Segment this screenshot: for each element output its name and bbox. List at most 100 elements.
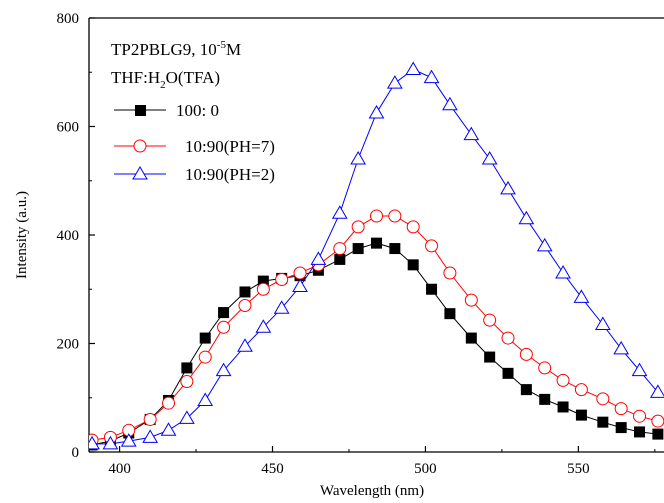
- data-point: [181, 362, 193, 374]
- x-tick-label: 500: [414, 461, 437, 477]
- data-point: [215, 362, 232, 377]
- annotation-line-2-end: O(TFA): [166, 68, 220, 87]
- data-point: [483, 313, 497, 327]
- data-point: [465, 332, 477, 344]
- data-point: [89, 435, 100, 450]
- data-point: [370, 209, 383, 223]
- data-point: [407, 259, 419, 271]
- data-point: [217, 320, 231, 334]
- data-point: [615, 422, 627, 434]
- data-point: [368, 104, 385, 119]
- data-point: [444, 308, 456, 320]
- data-point: [652, 428, 664, 440]
- data-point: [257, 275, 269, 287]
- data-point: [423, 69, 440, 84]
- data-point: [443, 266, 457, 280]
- annotation-line-1: TP2PBLG9, 10-5M: [111, 39, 241, 59]
- y-axis-label: Intensity (a.u.): [14, 191, 30, 279]
- series-3-line: [92, 68, 659, 445]
- series-1: [89, 237, 664, 451]
- series-layer: [89, 61, 664, 451]
- data-point: [218, 307, 230, 319]
- data-point: [198, 350, 212, 364]
- data-point: [594, 316, 611, 331]
- data-point: [539, 393, 551, 405]
- data-point: [597, 416, 609, 428]
- data-point: [650, 384, 664, 398]
- data-point: [557, 401, 569, 413]
- data-point: [197, 392, 214, 406]
- series-3: [89, 61, 664, 450]
- data-point: [239, 286, 251, 298]
- data-point: [519, 347, 533, 361]
- data-point: [425, 239, 439, 253]
- y-tick-label: 600: [57, 120, 80, 136]
- data-point: [536, 237, 553, 252]
- annotation-line-1-end: M: [226, 40, 241, 59]
- data-point: [481, 151, 498, 165]
- data-point: [596, 392, 610, 406]
- data-point: [102, 435, 119, 450]
- data-point: [631, 362, 648, 377]
- data-point: [352, 243, 364, 255]
- legend-marker-series-3: [132, 166, 148, 180]
- legend-label-series-1: 100: 0: [176, 101, 219, 120]
- data-point: [426, 283, 438, 295]
- series-1-line: [91, 242, 658, 446]
- data-point: [518, 210, 535, 225]
- data-point: [555, 264, 571, 279]
- data-point: [633, 409, 647, 423]
- data-point: [237, 338, 253, 352]
- data-point: [501, 331, 515, 345]
- data-point: [573, 289, 590, 303]
- data-point: [160, 422, 177, 436]
- data-point: [634, 426, 646, 438]
- data-point: [238, 299, 252, 313]
- data-point: [371, 237, 382, 249]
- data-point: [613, 340, 630, 355]
- y-tick-label: 200: [57, 337, 80, 353]
- data-point: [574, 383, 588, 397]
- data-point: [556, 373, 570, 387]
- data-point: [142, 429, 159, 443]
- data-point: [120, 433, 137, 447]
- data-point: [310, 251, 327, 265]
- x-tick-label: 550: [567, 461, 590, 477]
- legend-marker-series-1: [135, 105, 146, 116]
- x-tick-label: 400: [108, 461, 131, 477]
- data-point: [502, 367, 514, 379]
- data-point: [334, 253, 346, 265]
- data-point: [351, 220, 365, 234]
- data-point: [293, 266, 307, 280]
- data-point: [350, 151, 367, 165]
- data-point: [331, 205, 348, 219]
- legend-label-series-2: 10:90(PH=7): [185, 137, 275, 156]
- data-point: [538, 361, 552, 375]
- data-point: [575, 409, 587, 421]
- annotation-line-1-main: TP2PBLG9, 10: [111, 40, 217, 59]
- data-point: [406, 220, 420, 234]
- y-tick-label: 0: [72, 445, 80, 461]
- data-point: [484, 351, 496, 363]
- legend-label-series-3: 10:90(PH=2): [185, 165, 275, 184]
- data-point: [389, 243, 401, 255]
- x-axis-label: Wavelength (nm): [320, 483, 424, 499]
- data-point: [388, 209, 402, 223]
- legend: 100: 0 10:90(PH=7) 10:90(PH=2): [114, 101, 275, 184]
- annotation-line-2-subscript: 2: [160, 79, 166, 91]
- data-point: [333, 242, 347, 256]
- data-point: [464, 293, 478, 307]
- data-point: [256, 282, 270, 296]
- data-point: [143, 412, 157, 426]
- data-point: [162, 396, 176, 410]
- data-point: [614, 402, 628, 416]
- data-point: [292, 278, 308, 293]
- data-point: [199, 332, 211, 344]
- y-tick-label: 400: [57, 228, 80, 244]
- data-point: [386, 75, 403, 89]
- data-point: [442, 96, 458, 111]
- data-point: [180, 374, 194, 388]
- annotation-line-1-superscript: -5: [217, 39, 227, 51]
- data-point: [179, 410, 195, 424]
